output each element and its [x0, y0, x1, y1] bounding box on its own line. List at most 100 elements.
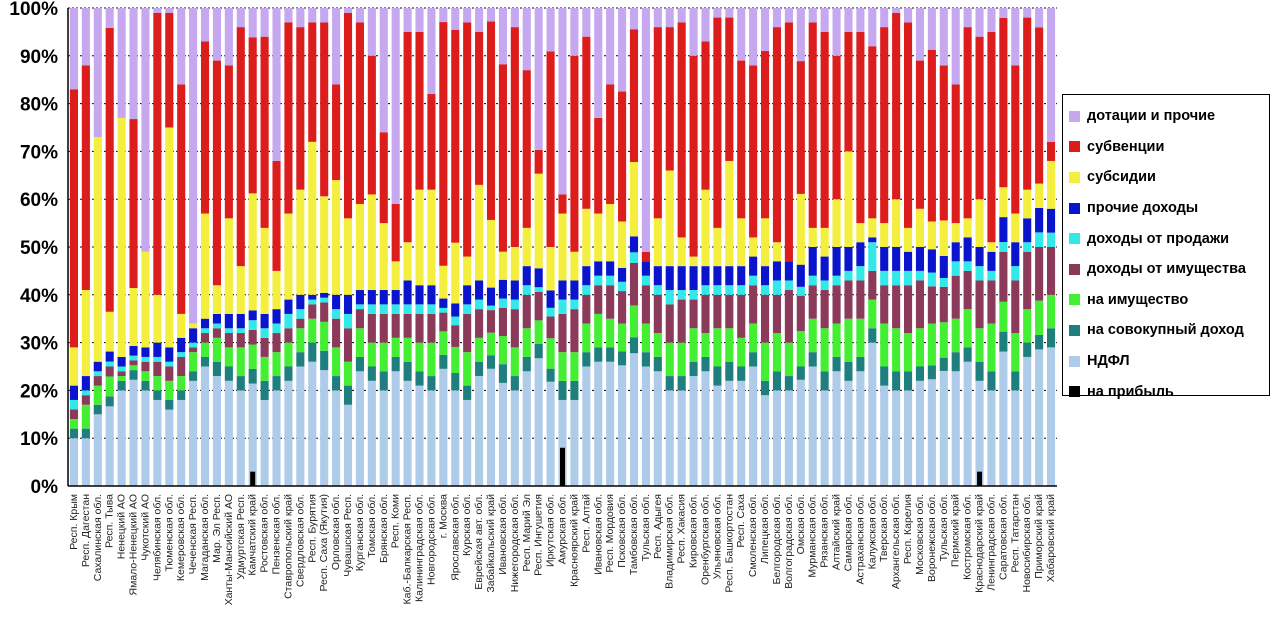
- bar-segment-4: [343, 328, 353, 362]
- bar-segment-6: [355, 290, 364, 305]
- bar-segment-6: [296, 294, 305, 310]
- bar-segment-2: [951, 352, 960, 372]
- bar-segment-2: [391, 356, 400, 372]
- bar-segment-6: [737, 266, 746, 286]
- bar-segment-1: [927, 379, 936, 486]
- bar-segment-9: [272, 8, 281, 161]
- x-tick-label: Мар. Эл Респ.: [211, 494, 223, 563]
- bar-segment-5: [332, 309, 341, 319]
- bar-segment-6: [975, 247, 984, 267]
- x-tick-label: Приморский край: [1033, 494, 1045, 579]
- bar-segment-2: [749, 352, 758, 367]
- bar-segment-7: [272, 270, 281, 310]
- bar-segment-7: [904, 227, 913, 252]
- bar-segment-3: [153, 376, 162, 391]
- bar-segment-2: [141, 380, 150, 391]
- bar-segment-3: [582, 323, 591, 353]
- bar-segment-3: [165, 380, 174, 400]
- bar-segment-2: [653, 356, 662, 372]
- x-tick-label: Новгородская обл.: [425, 494, 437, 585]
- bar-segment-1: [534, 358, 543, 486]
- bar-segment-3: [343, 361, 353, 386]
- bar-segment-2: [260, 380, 269, 400]
- bar-segment-5: [665, 290, 674, 305]
- bar-segment-8: [165, 12, 174, 128]
- y-tick-label: 70%: [20, 142, 58, 163]
- x-tick-label: Ханты-Мансийский АО: [223, 494, 235, 605]
- bar-segment-6: [844, 247, 853, 271]
- bar-segment-6: [284, 299, 293, 314]
- bar-segment-7: [1046, 160, 1056, 209]
- bar-segment-5: [606, 275, 615, 286]
- bar-segment-6: [189, 328, 198, 343]
- bar-segment-2: [701, 356, 710, 372]
- bar-segment-6: [570, 280, 579, 300]
- bar-segment-7: [236, 266, 245, 314]
- bar-segment-4: [546, 316, 555, 339]
- bar-segment-1: [1023, 356, 1032, 486]
- bar-segment-9: [200, 8, 210, 42]
- bar-segment-1: [880, 385, 889, 486]
- bar-segment-5: [486, 305, 496, 311]
- bar-segment-4: [463, 313, 472, 353]
- bar-segment-7: [868, 218, 877, 238]
- bar-segment-7: [81, 290, 90, 377]
- bar-segment-6: [69, 385, 79, 400]
- bar-segment-1: [415, 385, 424, 486]
- bar-segment-2: [725, 361, 734, 381]
- bar-segment-8: [81, 65, 90, 291]
- bar-segment-7: [403, 242, 412, 281]
- bar-segment-6: [1011, 242, 1020, 267]
- bar-segment-7: [880, 223, 889, 247]
- x-tick-label: Смоленская обл.: [747, 494, 759, 577]
- bar-segment-6: [927, 249, 936, 273]
- bar-segment-6: [200, 318, 210, 329]
- bar-segment-5: [141, 356, 150, 362]
- bar-segment-9: [522, 8, 531, 71]
- bar-segment-5: [308, 299, 317, 305]
- bar-segment-9: [463, 8, 472, 23]
- bar-segment-4: [689, 299, 698, 329]
- x-tick-label: Респ. Алтай: [580, 494, 592, 553]
- bar-segment-9: [475, 8, 484, 32]
- bar-segment-8: [999, 17, 1008, 188]
- bar-segment-8: [391, 203, 400, 262]
- bar-segment-7: [951, 223, 960, 243]
- bar-segment-7: [570, 251, 579, 281]
- bar-segment-4: [93, 376, 102, 386]
- bar-segment-1: [737, 380, 746, 486]
- bar-segment-1: [868, 342, 877, 486]
- bar-segment-7: [260, 227, 269, 314]
- bar-segment-7: [772, 242, 782, 262]
- bar-segment-6: [177, 337, 186, 353]
- bar-segment-1: [332, 390, 341, 486]
- x-tick-label: Магаданская обл.: [199, 494, 211, 581]
- bar-segment-2: [427, 376, 436, 391]
- x-tick-label: Еврейская авт. обл.: [473, 494, 485, 590]
- bar-segment-2: [844, 361, 853, 381]
- bar-segment-1: [904, 390, 913, 486]
- bar-segment-8: [1011, 65, 1020, 214]
- bar-segment-5: [713, 285, 722, 295]
- y-tick-label: 10%: [20, 429, 58, 450]
- bar-segment-6: [105, 351, 114, 362]
- bar-segment-7: [510, 247, 519, 281]
- bar-segment-3: [653, 333, 662, 357]
- bar-segment-3: [260, 356, 269, 381]
- bar-segment-9: [1035, 8, 1044, 28]
- bar-segment-8: [415, 31, 424, 190]
- x-tick-label: Респ. Карелия: [902, 494, 914, 564]
- bar-segment-2: [689, 361, 698, 377]
- bar-segment-2: [606, 347, 615, 362]
- bar-segment-8: [641, 251, 650, 262]
- bar-segment-5: [1011, 266, 1020, 281]
- bar-segment-7: [546, 247, 555, 291]
- bar-segment-4: [224, 333, 233, 348]
- bar-segment-2: [486, 355, 496, 369]
- bar-segment-9: [320, 8, 329, 23]
- bar-segment-6: [117, 356, 126, 367]
- legend-swatch: [1069, 324, 1080, 336]
- bar-segment-3: [606, 318, 615, 348]
- bar-segment-7: [856, 223, 865, 243]
- bar-segment-3: [212, 337, 221, 362]
